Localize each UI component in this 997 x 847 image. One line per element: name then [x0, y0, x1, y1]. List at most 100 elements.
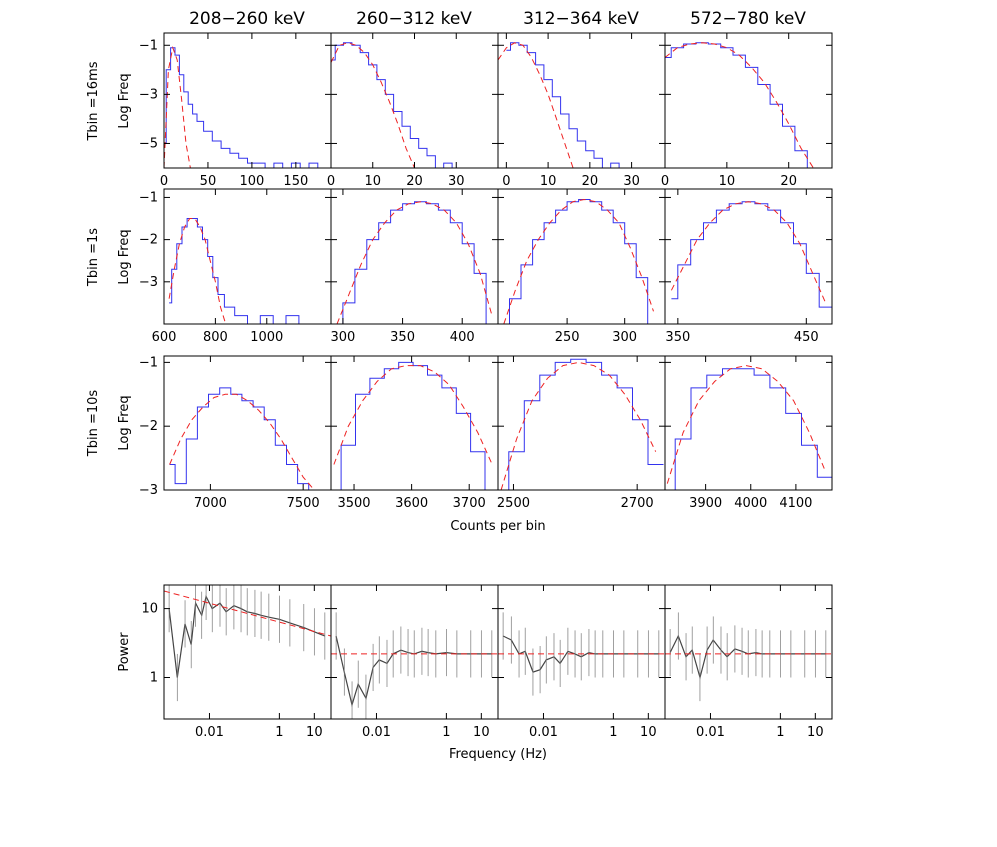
x-tick-label: 1	[275, 725, 283, 740]
row-ylabel-2: Log Freq	[117, 229, 132, 284]
fit-series	[331, 42, 415, 168]
x-tick-label: 450	[794, 330, 819, 345]
panel-series	[665, 42, 820, 168]
panel-frame	[330, 32, 499, 169]
x-tick-label: 10	[364, 174, 381, 189]
panel-series	[498, 42, 636, 168]
panel-series	[168, 218, 325, 324]
x-tick-label: 0.01	[362, 725, 391, 740]
column-titles: 208−260 keV 260−312 keV 312−364 keV 572−…	[189, 9, 806, 29]
panel-frame	[163, 355, 332, 491]
column-title-1: 208−260 keV	[189, 9, 305, 29]
panel-series	[169, 387, 320, 490]
panel-frame	[330, 188, 499, 325]
x-tick-label: 3600	[395, 496, 428, 511]
panel-r1-c4: 0 10 20	[661, 32, 833, 189]
x-tick-label: 3500	[337, 496, 370, 511]
panel-frame	[163, 32, 332, 169]
y-tick-label: −1	[139, 38, 158, 53]
x-tick-label: 1	[442, 725, 450, 740]
column-title-2: 260−312 keV	[356, 9, 472, 29]
x-tick-label: 0	[502, 174, 510, 189]
panel-frame	[163, 188, 332, 325]
y-tick-label: −3	[139, 483, 158, 498]
panel-series	[666, 365, 832, 490]
panel-r4-c1: 10 1 0.01 1 10	[141, 584, 332, 740]
y-tick-label: 1	[150, 671, 158, 686]
row-labels: Tbin =16ms Log Freq Tbin =1s Log Freq Tb…	[86, 61, 547, 762]
fit-series	[164, 590, 331, 637]
panel-series	[503, 198, 660, 324]
fit-series	[164, 45, 191, 168]
x-tick-label: 20	[582, 174, 599, 189]
panel-r1-c1: −1 −3 −5 0 50 100 150	[139, 32, 332, 189]
panel-series	[500, 358, 664, 490]
x-tick-label: 20	[406, 174, 423, 189]
x-tick-label: 10	[807, 725, 824, 740]
x-tick-label: 30	[623, 174, 640, 189]
y-tick-label: −3	[139, 275, 158, 290]
histogram-series	[169, 218, 325, 324]
histogram-series	[506, 42, 636, 168]
x-tick-label: 10	[473, 725, 490, 740]
fit-series	[666, 365, 826, 484]
histogram-series	[503, 199, 660, 324]
panel-r3-c1: −1 −2 −3 7000 7500	[139, 355, 332, 511]
row-tbin-label-3: Tbin =10s	[86, 390, 101, 458]
x-tick-label: 7000	[194, 496, 227, 511]
panel-frame	[664, 188, 833, 325]
x-tick-label: 250	[555, 330, 580, 345]
plot-grid: −1−3−50 50 100 150 0 10 20 30 0 10 20 30 0 10 20−1−2−3…	[139, 32, 833, 740]
panel-series	[336, 201, 498, 324]
x-tick-label: 2500	[497, 496, 530, 511]
histogram-series	[337, 201, 498, 324]
x-tick-label: 350	[390, 330, 415, 345]
fit-series	[665, 42, 814, 168]
x-tick-label: 10	[540, 174, 557, 189]
x-tick-label: 2700	[621, 496, 654, 511]
x-tick-label: 1000	[250, 330, 283, 345]
x-tick-label: 0.01	[696, 725, 725, 740]
panel-series	[665, 612, 832, 702]
row-tbin-label-1: Tbin =16ms	[86, 61, 101, 141]
x-tick-label: 0	[327, 174, 335, 189]
x-tick-label: 10	[640, 725, 657, 740]
x-tick-label: 300	[612, 330, 637, 345]
y-tick-label: −2	[139, 233, 158, 248]
panel-series	[331, 42, 478, 168]
column-title-4: 572−780 keV	[690, 9, 806, 29]
panel-series	[670, 201, 832, 308]
fit-series	[503, 198, 654, 324]
x-tick-label: 30	[448, 174, 465, 189]
panel-r1-c3: 0 10 20 30	[497, 32, 666, 189]
panel-r3-c4: 3900 4000 4100	[664, 355, 833, 511]
panel-series	[164, 585, 331, 702]
panel-r1-c2: 0 10 20 30	[327, 32, 499, 189]
x-tick-label: 3900	[689, 496, 722, 511]
fit-series	[500, 361, 657, 490]
x-tick-label: 20	[780, 174, 797, 189]
x-tick-label: 50	[200, 174, 217, 189]
x-tick-label: 0.01	[529, 725, 558, 740]
panel-frame	[664, 32, 833, 169]
x-tick-label: 7500	[287, 496, 320, 511]
panel-series	[331, 612, 498, 719]
y-tick-label: −1	[139, 190, 158, 205]
x-tick-label: 350	[665, 330, 690, 345]
x-tick-label: 0	[160, 174, 168, 189]
x-tick-label: 4100	[779, 496, 812, 511]
histogram-series	[667, 368, 832, 490]
fit-series	[333, 365, 493, 465]
y-tick-label: 10	[141, 602, 158, 617]
panel-r2-c4: 350 450	[664, 188, 833, 345]
histogram-series	[665, 42, 820, 168]
counts-xlabel: Counts per bin	[450, 519, 545, 534]
x-tick-label: 100	[239, 174, 264, 189]
histogram-series	[333, 361, 498, 490]
panel-frame	[664, 355, 833, 491]
histogram-series	[164, 47, 327, 168]
x-tick-label: 1	[609, 725, 617, 740]
panel-r3-c3: 2500 2700	[497, 355, 666, 511]
histogram-series	[501, 358, 664, 490]
